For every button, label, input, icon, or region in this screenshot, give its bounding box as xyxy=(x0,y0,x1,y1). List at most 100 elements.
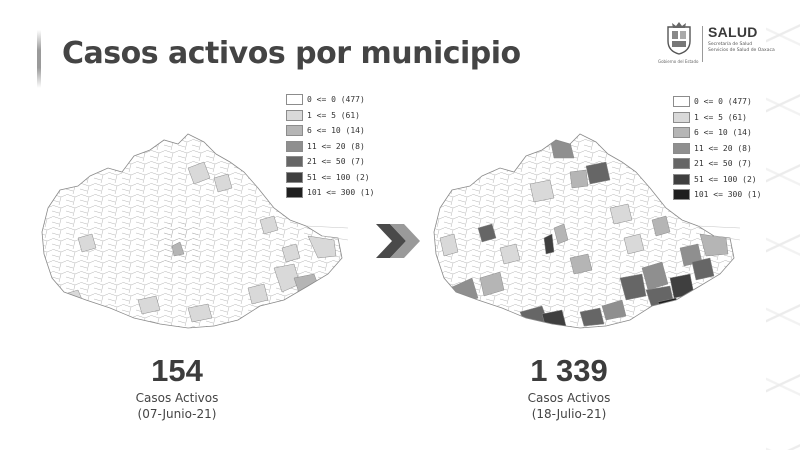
state-seal-icon xyxy=(667,22,691,55)
legend-label: 51 <= 100 (2) xyxy=(694,174,757,184)
decorative-side-pattern xyxy=(766,0,800,450)
oaxaca-map-june xyxy=(38,128,349,338)
legend-swatch xyxy=(673,158,690,170)
municipality xyxy=(479,271,505,297)
legend-swatch xyxy=(286,109,303,121)
legend-label: 51 <= 100 (2) xyxy=(307,172,370,182)
brand-subtitle-line2: Servicios de Salud de Oaxaca xyxy=(708,48,775,53)
logo-divider xyxy=(702,26,703,62)
legend-item: 21 <= 50 (7) xyxy=(673,156,761,172)
active-cases-date: (18-Julio-21) xyxy=(531,407,607,421)
legend-label: 0 <= 0 (477) xyxy=(694,97,752,107)
legend-item: 51 <= 100 (2) xyxy=(673,172,761,188)
legend-swatch xyxy=(673,173,690,185)
municipality xyxy=(499,243,521,265)
municipality xyxy=(619,273,647,301)
municipality xyxy=(187,303,213,323)
legend-label: 1 <= 5 (61) xyxy=(694,112,747,122)
legend-item: 1 <= 5 (61) xyxy=(286,108,374,124)
municipality xyxy=(585,161,611,185)
legend-swatch xyxy=(286,187,303,199)
chevron-back xyxy=(376,224,406,258)
municipality xyxy=(439,233,459,257)
legend-label: 0 <= 0 (477) xyxy=(307,95,365,105)
legend-item: 101 <= 300 (1) xyxy=(286,185,374,201)
municipality xyxy=(641,261,669,291)
municipality xyxy=(281,243,301,263)
active-cases-count: 154 xyxy=(151,353,203,388)
legend-item: 51 <= 100 (2) xyxy=(286,170,374,186)
legend-item: 0 <= 0 (477) xyxy=(286,92,374,108)
municipality xyxy=(623,233,645,255)
neighbour-outline xyxy=(305,225,349,241)
municipality xyxy=(579,307,605,327)
chevron-front xyxy=(390,224,420,258)
legend-swatch xyxy=(286,156,303,168)
municipality xyxy=(669,273,695,299)
municipality xyxy=(171,241,185,257)
municipality xyxy=(77,233,97,253)
legend-label: 21 <= 50 (7) xyxy=(307,157,365,167)
active-cases-july: 1 339 Casos Activos (18-Julio-21) xyxy=(484,352,654,422)
legend-label: 101 <= 300 (1) xyxy=(307,188,375,198)
salud-logo: Gobierno del Estado SALUD Secretaría de … xyxy=(658,18,775,68)
state-outline xyxy=(41,133,343,329)
municipality xyxy=(569,253,593,275)
municipality xyxy=(307,235,337,259)
oaxaca-map-july xyxy=(430,128,741,338)
legend-label: 11 <= 20 (8) xyxy=(694,143,752,153)
neighbour-outline xyxy=(697,225,741,241)
municipality xyxy=(477,223,497,243)
legend-label: 1 <= 5 (61) xyxy=(307,110,360,120)
municipality xyxy=(543,233,555,255)
municipality xyxy=(553,223,569,245)
oaxaca-map-july-svg xyxy=(433,133,741,329)
oaxaca-map-june-svg xyxy=(41,133,349,329)
gov-caption: Gobierno del Estado xyxy=(658,59,699,64)
municipality xyxy=(651,215,671,237)
active-cases-label: Casos Activos xyxy=(527,391,611,405)
july-regions xyxy=(439,137,729,328)
legend-item: 101 <= 300 (1) xyxy=(673,187,761,203)
legend-item: 21 <= 50 (7) xyxy=(286,154,374,170)
active-cases-count: 1 339 xyxy=(530,353,608,388)
municipality xyxy=(569,169,589,189)
legend-swatch xyxy=(286,94,303,106)
municipality xyxy=(187,161,211,185)
legend-label: 11 <= 20 (8) xyxy=(307,141,365,151)
legend-label: 21 <= 50 (7) xyxy=(694,159,752,169)
municipality xyxy=(601,299,627,321)
active-cases-label: Casos Activos xyxy=(135,391,219,405)
legend-label: 6 <= 10 (14) xyxy=(307,126,365,136)
legend-july: 0 <= 0 (477) 1 <= 5 (61) 6 <= 10 (14) 11… xyxy=(673,94,761,203)
municipality xyxy=(137,295,161,315)
legend-item: 11 <= 20 (8) xyxy=(673,141,761,157)
legend-swatch xyxy=(673,111,690,123)
legend-swatch xyxy=(673,127,690,139)
municipality xyxy=(247,283,269,305)
legend-label: 101 <= 300 (1) xyxy=(694,190,762,200)
legend-swatch xyxy=(673,189,690,201)
title-accent-bar xyxy=(37,30,41,88)
municipality xyxy=(529,179,555,203)
state-outline xyxy=(433,133,735,329)
active-cases-june: 154 Casos Activos (07-Junio-21) xyxy=(92,352,262,422)
page-title: Casos activos por municipio xyxy=(62,36,521,71)
legend-swatch xyxy=(673,96,690,108)
municipality xyxy=(213,173,233,193)
brand-subtitle-line1: Secretaría de Salud xyxy=(708,42,753,47)
legend-swatch xyxy=(286,140,303,152)
active-cases-date: (07-Junio-21) xyxy=(137,407,217,421)
brand-subtitle: Secretaría de Salud Servicios de Salud d… xyxy=(708,42,775,54)
municipality xyxy=(549,137,575,159)
legend-june: 0 <= 0 (477) 1 <= 5 (61) 6 <= 10 (14) 11… xyxy=(286,92,374,201)
chevron-arrow-icon xyxy=(376,224,420,258)
legend-item: 1 <= 5 (61) xyxy=(673,110,761,126)
legend-item: 11 <= 20 (8) xyxy=(286,139,374,155)
brand-name: SALUD xyxy=(708,24,758,40)
legend-label: 6 <= 10 (14) xyxy=(694,128,752,138)
legend-item: 0 <= 0 (477) xyxy=(673,94,761,110)
legend-swatch xyxy=(286,171,303,183)
municipality xyxy=(691,257,715,281)
municipality xyxy=(609,203,633,225)
